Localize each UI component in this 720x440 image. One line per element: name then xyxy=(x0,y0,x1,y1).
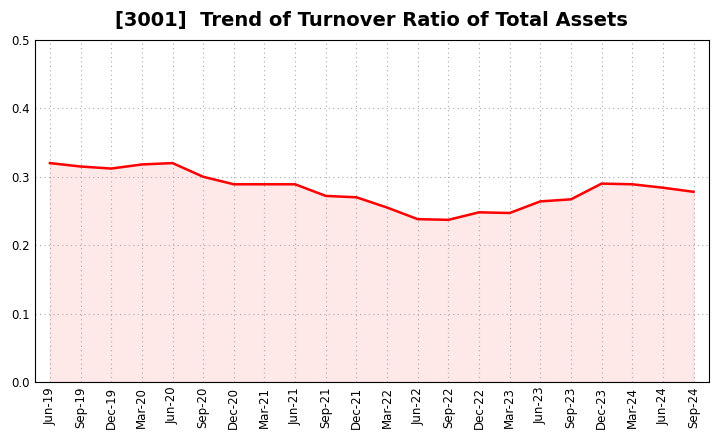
Title: [3001]  Trend of Turnover Ratio of Total Assets: [3001] Trend of Turnover Ratio of Total … xyxy=(115,11,628,30)
